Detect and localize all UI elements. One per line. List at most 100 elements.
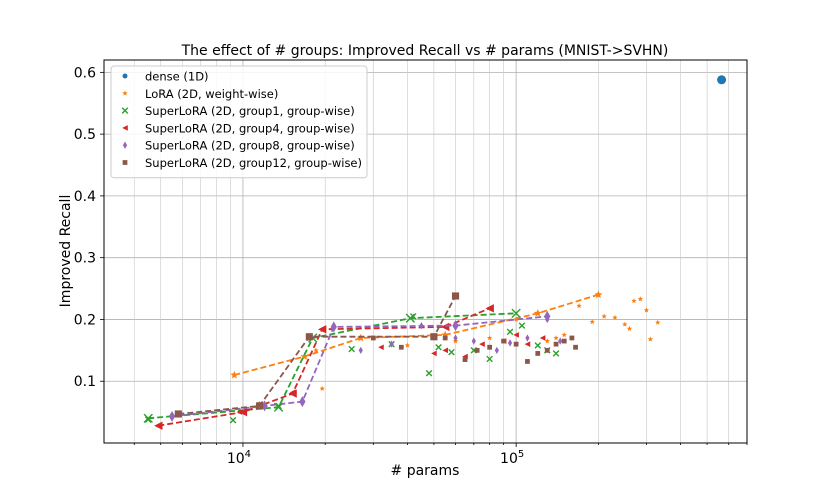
series-2-point xyxy=(404,342,411,348)
series-4-point xyxy=(155,422,162,429)
series-4-line-point xyxy=(441,322,450,332)
y-tick-label: 0.6 xyxy=(74,65,96,81)
series-2-point xyxy=(622,321,628,327)
y-tick-label: 0.3 xyxy=(74,251,96,267)
series-5-point xyxy=(169,413,175,421)
plot-frame xyxy=(103,59,748,444)
axis-ticks: 0.1 0.2 0.3 0.4 0.5 0.6 104 105 xyxy=(74,65,748,467)
series-3-line-point xyxy=(511,308,521,318)
series-5-point xyxy=(300,397,305,405)
series-3-point xyxy=(486,355,493,363)
x-axis-label: # params xyxy=(391,463,460,479)
series-2-point xyxy=(553,335,559,341)
series-2-point xyxy=(643,307,650,313)
legend: dense (1D) LoRA (2D, weight-wise) SuperLoR… xyxy=(110,65,368,179)
legend-label: LoRA (2D, weight-wise) xyxy=(145,87,278,101)
series-6-point xyxy=(525,359,530,364)
series-3-point xyxy=(518,322,526,329)
series-4-point xyxy=(236,409,243,415)
chart-title: The effect of # groups: Improved Recall … xyxy=(181,43,669,59)
series-2-point xyxy=(589,319,595,325)
series-4-point xyxy=(442,347,449,354)
legend-marker xyxy=(121,107,129,114)
series-1-point xyxy=(717,75,727,85)
series-3-point xyxy=(448,348,455,356)
series-6-point xyxy=(398,344,404,350)
series-5-point xyxy=(453,334,458,342)
series-2-point xyxy=(595,291,602,298)
series-points xyxy=(144,75,727,429)
series-3-point xyxy=(435,343,442,351)
legend-box xyxy=(110,65,368,179)
series-6-point xyxy=(561,338,567,344)
legend-label: SuperLoRA (2D, group1, group-wise) xyxy=(145,104,355,118)
series-2-point xyxy=(631,298,637,304)
series-6-point xyxy=(513,341,519,347)
series-2-point xyxy=(626,325,633,331)
y-tick-label: 0.1 xyxy=(74,374,96,390)
series-2-point xyxy=(319,385,325,391)
series-4-point xyxy=(479,341,485,347)
series-3-point xyxy=(425,369,433,377)
legend-marker xyxy=(122,160,128,165)
series-4-line-point xyxy=(485,304,494,313)
series-2-point xyxy=(513,316,519,322)
series-6-point xyxy=(175,411,181,417)
series-6-point xyxy=(544,347,550,353)
series-4-point xyxy=(539,335,546,341)
legend-marker xyxy=(122,125,128,131)
series-3-point xyxy=(144,416,152,423)
series-6-point xyxy=(306,334,312,340)
y-tick-label: 0.2 xyxy=(74,312,96,328)
series-2-point xyxy=(576,303,582,309)
series-3-point xyxy=(229,416,237,424)
series-5-point xyxy=(507,339,513,347)
series-6-point xyxy=(370,335,376,341)
y-tick-label: 0.5 xyxy=(74,127,96,143)
series-2-point xyxy=(313,347,319,353)
series-3-point xyxy=(348,345,355,353)
series-4-point xyxy=(513,332,519,338)
series-6-point xyxy=(573,344,578,350)
series-2-point xyxy=(637,296,644,302)
series-5-line-point xyxy=(452,320,459,332)
legend-marker xyxy=(122,141,128,149)
series-6-point xyxy=(462,357,468,362)
series-6-point xyxy=(453,293,458,299)
series-5-point xyxy=(525,334,530,342)
series-6-point xyxy=(501,338,507,344)
series-5-point xyxy=(331,323,336,331)
series-2-point xyxy=(535,310,541,316)
series-6-point xyxy=(442,335,448,341)
series-6-point xyxy=(535,351,541,356)
x-tick-label: 105 xyxy=(500,449,524,467)
series-5-point xyxy=(558,337,563,345)
series-6-point xyxy=(431,334,437,340)
series-5-point xyxy=(471,337,476,345)
series-3-point xyxy=(275,402,282,410)
series-3-point xyxy=(409,313,417,320)
legend-label: SuperLoRA (2D, group12, group-wise) xyxy=(145,156,362,170)
y-axis-label: Improved Recall xyxy=(58,195,74,308)
series-6-point xyxy=(257,402,262,408)
series-3-line-point xyxy=(143,413,153,423)
legend-label: dense (1D) xyxy=(145,70,209,84)
series-4-point xyxy=(431,350,437,357)
legend-marker xyxy=(122,90,128,96)
y-tick-label: 0.4 xyxy=(74,189,96,205)
series-5-point xyxy=(358,346,363,354)
x-tick-label: 104 xyxy=(227,449,251,467)
series-3-point xyxy=(506,328,514,336)
series-2-point xyxy=(647,336,654,342)
series-2-point xyxy=(561,332,567,338)
legend-label: SuperLoRA (2D, group8, group-wise) xyxy=(145,139,355,153)
series-6-point xyxy=(553,341,559,347)
series-5-point xyxy=(545,315,550,324)
series-3-point xyxy=(534,342,542,349)
series-2-point xyxy=(544,338,550,344)
series-4-line-point xyxy=(238,407,248,417)
series-5-point xyxy=(419,321,424,330)
series-4-point xyxy=(524,341,531,347)
series-5-point xyxy=(494,346,499,354)
